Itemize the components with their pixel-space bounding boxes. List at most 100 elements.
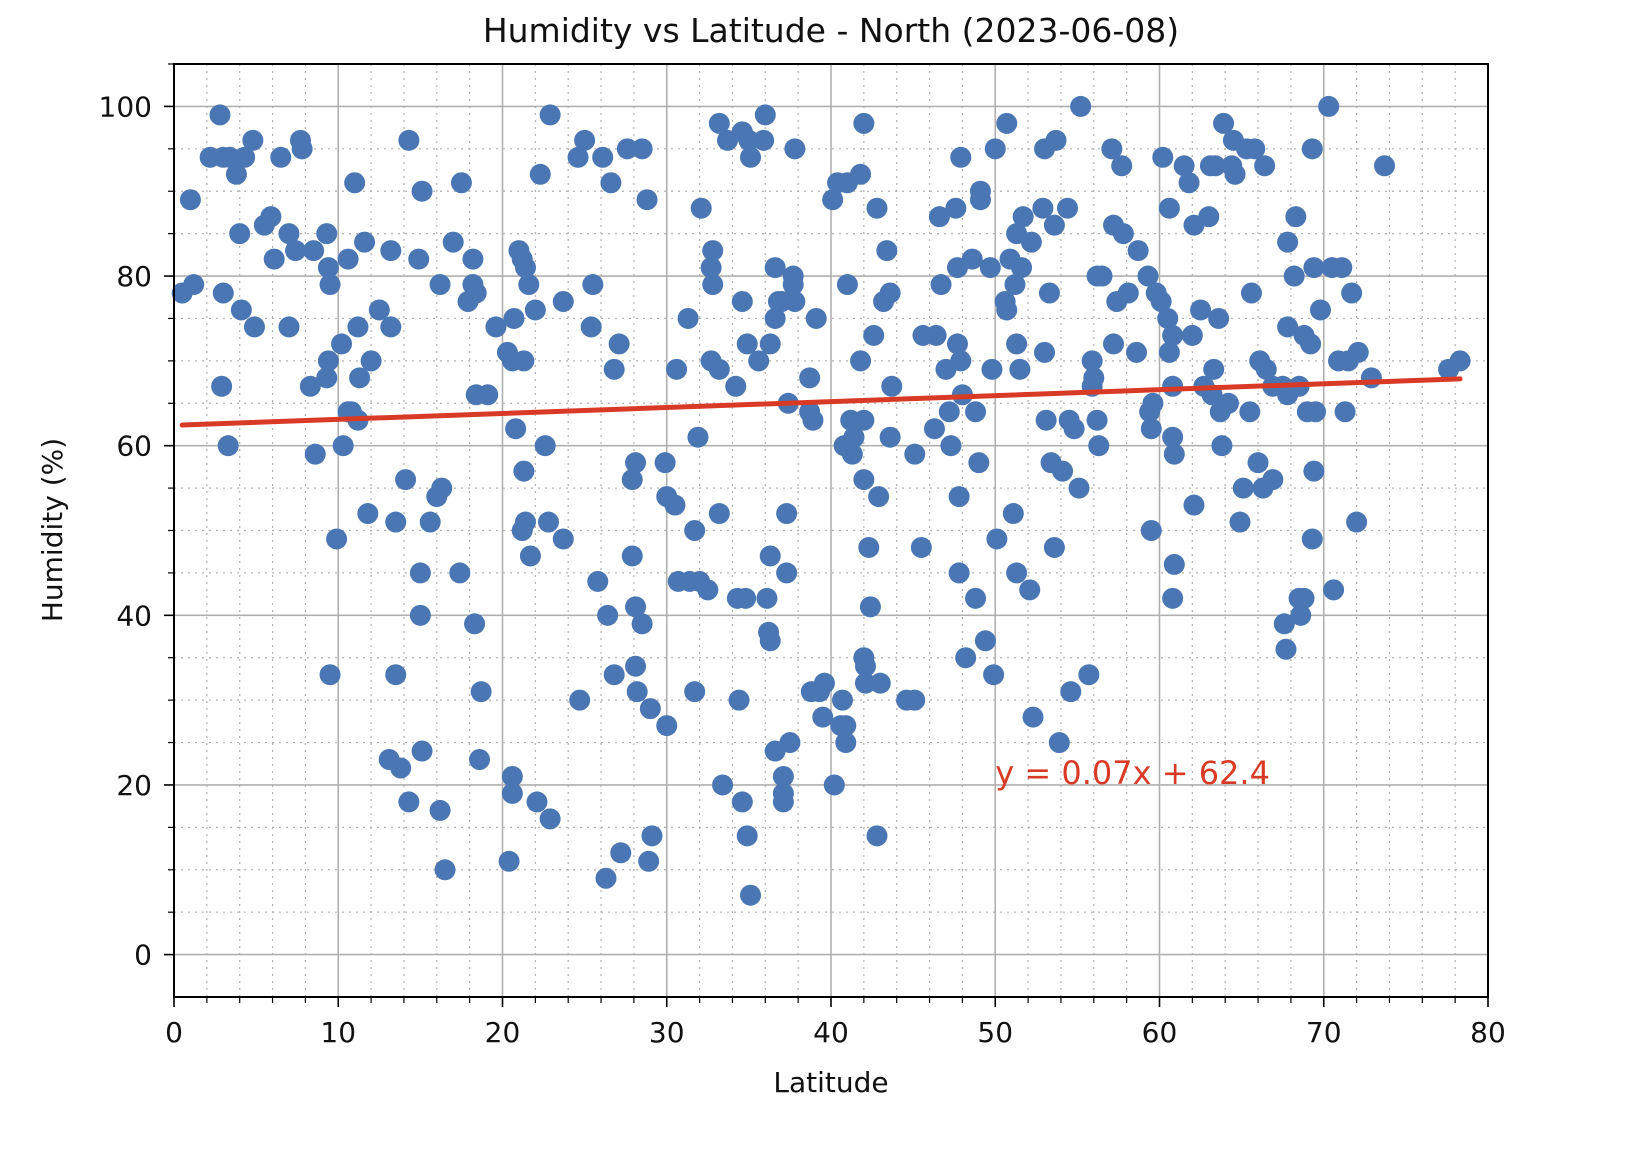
x-tick-label: 10: [320, 1016, 356, 1049]
data-point: [1293, 587, 1315, 609]
data-point: [986, 528, 1008, 550]
data-point: [597, 604, 619, 626]
data-point: [1137, 265, 1159, 287]
data-point: [1211, 435, 1233, 457]
data-point: [858, 536, 880, 558]
data-point: [347, 316, 369, 338]
data-point: [595, 867, 617, 889]
data-point: [354, 231, 376, 253]
data-point: [684, 681, 706, 703]
data-point: [631, 138, 653, 160]
data-point: [996, 112, 1018, 134]
data-point: [868, 486, 890, 508]
data-point: [1060, 681, 1082, 703]
data-point: [431, 477, 453, 499]
data-point: [843, 426, 865, 448]
data-point: [664, 494, 686, 516]
data-point: [859, 596, 881, 618]
data-point: [1006, 562, 1028, 584]
data-point: [740, 146, 762, 168]
data-point: [684, 520, 706, 541]
data-point: [1038, 282, 1060, 304]
data-point: [831, 689, 853, 711]
data-point: [910, 536, 932, 558]
data-point: [1157, 307, 1179, 329]
data-point: [687, 426, 709, 448]
data-point: [278, 223, 300, 245]
data-point: [656, 715, 678, 737]
data-point: [1127, 240, 1149, 262]
data-point: [1303, 257, 1325, 279]
data-point: [850, 350, 872, 372]
data-point: [429, 274, 451, 296]
data-point: [748, 350, 770, 372]
data-point: [1032, 197, 1054, 219]
data-point: [326, 528, 348, 550]
data-point: [1247, 452, 1269, 474]
data-point: [1300, 333, 1322, 355]
data-point: [1163, 553, 1185, 575]
data-point: [948, 562, 970, 584]
data-point: [968, 452, 990, 474]
data-point: [1309, 299, 1331, 321]
data-point: [1091, 265, 1113, 287]
data-point: [697, 579, 719, 601]
data-point: [616, 138, 638, 160]
data-point: [981, 358, 1003, 380]
data-point: [1290, 604, 1312, 626]
data-point: [759, 333, 781, 355]
data-point: [225, 163, 247, 185]
data-point: [764, 257, 786, 279]
data-point: [501, 782, 523, 804]
y-tick-label: 0: [134, 939, 152, 972]
data-point: [984, 138, 1006, 160]
data-point: [1254, 155, 1276, 177]
regression-equation-label: y = 0.07x + 62.4: [995, 754, 1270, 792]
data-point: [879, 282, 901, 304]
data-point: [1035, 409, 1057, 431]
data-point: [712, 774, 734, 796]
data-point: [534, 435, 556, 457]
data-point: [316, 223, 338, 245]
data-point: [1173, 155, 1195, 177]
data-point: [434, 859, 456, 881]
data-point: [219, 146, 241, 168]
data-point: [592, 146, 614, 168]
x-tick-label: 40: [813, 1016, 849, 1049]
data-point: [1163, 443, 1185, 465]
data-point: [1057, 197, 1079, 219]
data-point: [332, 435, 354, 457]
data-point: [621, 469, 643, 491]
data-point: [776, 562, 798, 584]
data-point: [1301, 528, 1323, 550]
data-point: [398, 129, 420, 151]
data-point: [582, 274, 604, 296]
data-point: [823, 774, 845, 796]
data-point: [1277, 231, 1299, 253]
data-point: [1198, 206, 1220, 228]
data-point: [1052, 460, 1074, 482]
data-point: [1213, 112, 1235, 134]
data-point: [1068, 477, 1090, 499]
data-point: [1181, 324, 1203, 346]
data-point: [756, 587, 778, 609]
data-point: [442, 231, 464, 253]
data-point: [513, 460, 535, 482]
data-point: [782, 274, 804, 296]
data-point: [270, 146, 292, 168]
data-point: [209, 104, 231, 126]
data-point: [429, 799, 451, 821]
data-point: [398, 791, 420, 813]
data-point: [955, 647, 977, 669]
data-point: [948, 486, 970, 508]
data-point: [731, 791, 753, 813]
data-point: [552, 290, 574, 312]
data-point: [904, 689, 926, 711]
data-point: [526, 791, 548, 813]
data-point: [1347, 341, 1369, 363]
data-point: [854, 655, 876, 677]
data-point: [419, 511, 441, 533]
data-point: [1043, 536, 1065, 558]
data-point: [759, 630, 781, 652]
data-point: [1103, 333, 1125, 355]
